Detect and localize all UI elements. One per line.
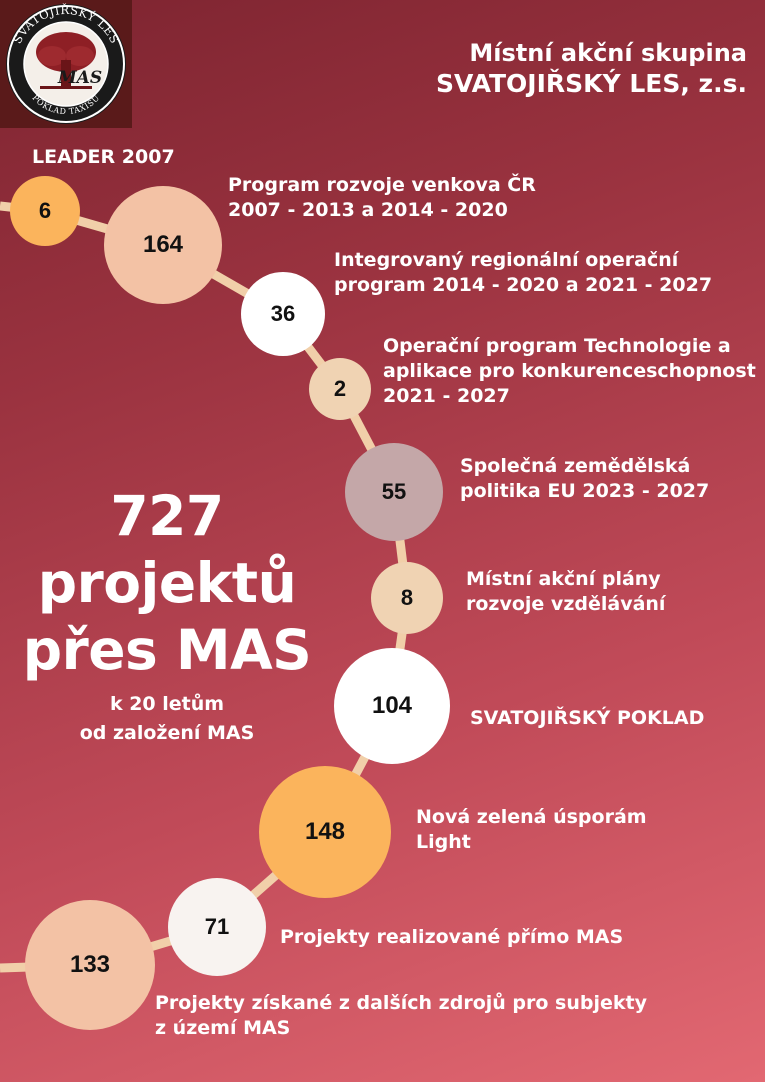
- program-bubble-map: 8: [371, 562, 443, 634]
- program-bubble-nzu: 148: [259, 766, 391, 898]
- program-label-szp: Společná zemědělská politika EU 2023 - 2…: [460, 455, 710, 503]
- logo-mark: MAS: [57, 68, 102, 88]
- program-label-irop: Integrovaný regionální operační program …: [334, 249, 713, 297]
- program-count: 71: [204, 914, 230, 939]
- program-label-mas: Projekty realizované přímo MAS: [280, 926, 624, 948]
- program-count: 164: [142, 231, 184, 258]
- program-label-map: Místní akční plány rozvoje vzdělávání: [466, 568, 666, 616]
- program-count: 133: [69, 951, 111, 978]
- mas-logo: SVATOJIŘSKÝ LES POKLAD TAXISŮ MAS: [0, 0, 132, 128]
- program-label-prv: Program rozvoje venkova ČR 2007 - 2013 a…: [228, 174, 536, 222]
- program-label-optak: Operační program Technologie a aplikace …: [383, 335, 756, 408]
- total-projects-headline: 727 projektů přes MAS: [22, 484, 312, 683]
- organization-line-1: Místní akční skupina: [469, 39, 747, 67]
- program-count: 55: [381, 479, 407, 504]
- program-bubble-mas: 71: [168, 878, 266, 976]
- program-bubble-leader: 6: [10, 176, 80, 246]
- program-count: 6: [38, 198, 52, 223]
- program-count: 104: [371, 692, 413, 719]
- program-label-poklad: SVATOJIŘSKÝ POKLAD: [470, 707, 705, 729]
- program-count: 148: [304, 818, 346, 845]
- program-bubble-prv: 164: [104, 186, 222, 304]
- program-bubble-poklad: 104: [334, 648, 450, 764]
- organization-title: Místní akční skupina SVATOJIŘSKÝ LES, z.…: [436, 38, 747, 99]
- program-label-other: Projekty získané z dalších zdrojů pro su…: [155, 992, 647, 1040]
- program-label-nzu: Nová zelená úsporám Light: [416, 806, 647, 854]
- organization-line-2: SVATOJIŘSKÝ LES, z.s.: [435, 69, 747, 98]
- program-count: 36: [270, 301, 296, 326]
- program-bubble-irop: 36: [241, 272, 325, 356]
- program-count: 8: [400, 585, 414, 610]
- program-bubble-szp: 55: [345, 443, 443, 541]
- program-bubble-optak: 2: [309, 358, 371, 420]
- program-bubble-other: 133: [25, 900, 155, 1030]
- anniversary-subline: k 20 letům od založení MAS: [79, 693, 255, 744]
- program-count: 2: [333, 376, 347, 401]
- program-label-leader: LEADER 2007: [32, 146, 175, 168]
- oak-tree-icon: SVATOJIŘSKÝ LES POKLAD TAXISŮ MAS: [6, 3, 126, 124]
